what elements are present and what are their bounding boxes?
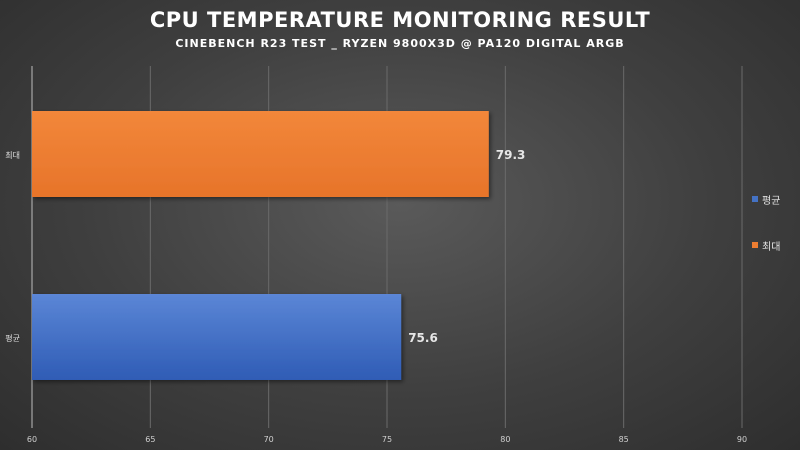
x-tick-label-65: 65 xyxy=(145,435,155,444)
x-tick-label-70: 70 xyxy=(264,435,274,444)
x-tick-label-90: 90 xyxy=(737,435,747,444)
x-tick-label-60: 60 xyxy=(27,435,37,444)
legend-label-max: 최대 xyxy=(762,241,781,253)
x-tick-label-75: 75 xyxy=(382,435,392,444)
legend-swatch-max xyxy=(752,242,758,248)
bar-average xyxy=(32,294,402,380)
chart-legend: 평균 최대 xyxy=(752,192,780,284)
category-label-max: 최대 xyxy=(5,150,20,160)
category-label-average: 평균 xyxy=(5,333,20,343)
data-label-max: 79.3 xyxy=(496,148,526,162)
legend-swatch-average xyxy=(752,196,758,202)
chart-subtitle: CINEBENCH R23 TEST _ RYZEN 9800X3D @ PA1… xyxy=(175,37,625,50)
x-tick-label-80: 80 xyxy=(500,435,510,444)
chart-title: CPU TEMPERATURE MONITORING RESULT xyxy=(149,8,651,32)
legend-label-average: 평균 xyxy=(762,195,781,207)
bar-max xyxy=(32,111,489,197)
x-tick-label-85: 85 xyxy=(619,435,629,444)
legend-item-max: 최대 xyxy=(752,238,781,253)
legend-item-average: 평균 xyxy=(752,192,781,207)
data-label-average: 75.6 xyxy=(408,331,438,345)
